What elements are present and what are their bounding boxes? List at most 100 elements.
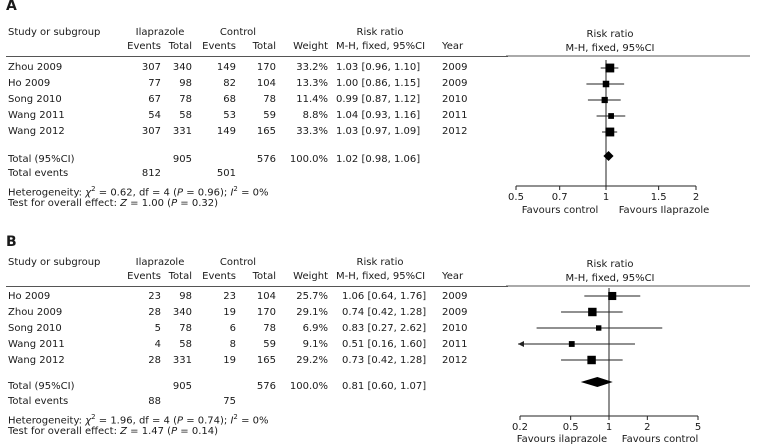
rr-ci: 0.83 [0.27, 2.62]: [342, 323, 427, 334]
events2: 149: [216, 62, 236, 73]
pooled-rr-ci: 0.81 [0.60, 1.07]: [342, 381, 427, 392]
total1: 58: [179, 339, 192, 350]
weight: 29.1%: [296, 307, 328, 318]
favours-right: Favours control: [622, 434, 699, 445]
events2: 23: [223, 291, 236, 302]
events2: 8: [229, 339, 236, 350]
events1: 67: [148, 94, 161, 105]
weight: 11.4%: [296, 94, 328, 105]
method-header: M-H, fixed, 95%CI: [336, 271, 426, 282]
plot-method: M-H, fixed, 95%CI: [565, 43, 654, 54]
study-name: Ho 2009: [8, 291, 51, 302]
x-axis: 0.5 0.7 1 1.5 2: [508, 185, 699, 203]
total1-header: Total: [168, 271, 192, 282]
total2: 165: [256, 126, 276, 137]
study-square: [608, 113, 614, 119]
year: 2010: [442, 94, 468, 105]
total-weight: 100.0%: [289, 154, 328, 165]
study-square: [588, 307, 597, 317]
total-label: Total (95%CI): [8, 154, 75, 165]
rr-ci: 0.74 [0.42, 1.28]: [342, 307, 427, 318]
events1-header: Events: [127, 271, 161, 282]
events2: 149: [216, 126, 236, 137]
tick-label: 0.7: [552, 192, 568, 203]
total2-header: Total: [252, 271, 276, 282]
x-axis: 0.2 0.5 1 2 5: [512, 415, 701, 433]
total1: 340: [172, 307, 192, 318]
study-square: [596, 325, 602, 331]
tick-label: 5: [695, 422, 701, 433]
year-header: Year: [442, 271, 464, 282]
events1: 5: [154, 323, 161, 334]
study-name: Song 2010: [8, 323, 62, 334]
study-square: [605, 127, 615, 137]
rr-ci: 1.00 [0.86, 1.15]: [336, 78, 421, 89]
events2: 68: [223, 94, 236, 105]
tick-label: 0.5: [508, 192, 524, 203]
study-square: [568, 341, 575, 347]
header-divider: [6, 56, 508, 57]
tick-label: 2: [644, 422, 650, 433]
plot-marks: [586, 60, 626, 186]
study-square: [602, 80, 610, 88]
total2: 78: [263, 94, 276, 105]
group2-header: Control: [219, 257, 257, 268]
weight: 9.1%: [302, 339, 328, 350]
year: 2009: [442, 291, 468, 302]
study-name: Song 2010: [8, 94, 62, 105]
panel-letter: A: [6, 0, 17, 14]
rr-ci: 0.51 [0.16, 1.60]: [342, 339, 427, 350]
events2: 53: [223, 110, 236, 121]
events1-sum: 812: [141, 168, 161, 179]
rr-header: Risk ratio: [356, 257, 404, 268]
total1-header: Total: [168, 41, 192, 52]
weight: 25.7%: [296, 291, 328, 302]
study-square: [587, 355, 596, 365]
heterogeneity-text: Heterogeneity: χ2 = 1.96, df = 4 (P = 0.…: [8, 413, 269, 427]
plot-title: Risk ratio: [587, 259, 634, 270]
study-name: Wang 2011: [8, 110, 65, 121]
total2: 59: [263, 339, 276, 350]
forest-plot-b: Risk ratio M-H, fixed, 95%CI 0.2 0.5 1 2 5 F…: [506, 259, 750, 445]
tick-label: 1.5: [651, 192, 667, 203]
total1: 78: [179, 323, 192, 334]
group1-header: Ilaprazole: [135, 27, 185, 38]
weight: 33.2%: [296, 62, 328, 73]
events2-sum: 75: [223, 396, 236, 407]
study-name: Wang 2012: [8, 126, 65, 137]
total1: 340: [172, 62, 192, 73]
rr-ci: 1.03 [0.97, 1.09]: [336, 126, 421, 137]
pooled-rr-ci: 1.02 [0.98, 1.06]: [336, 154, 421, 165]
events1: 28: [148, 355, 161, 366]
favours-left: Favours control: [522, 205, 599, 216]
total1-sum: 905: [172, 154, 192, 165]
total2-header: Total: [252, 41, 276, 52]
total2: 170: [256, 62, 276, 73]
weight-header: Weight: [293, 271, 328, 282]
overall-effect-text: Test for overall effect: Z = 1.00 (P = 0…: [8, 198, 219, 209]
events1: 307: [141, 62, 161, 73]
forest-panel-a: A Study or subgroup Ilaprazole Control R…: [6, 0, 750, 216]
rr-ci: 0.73 [0.42, 1.28]: [342, 355, 427, 366]
study-square: [601, 96, 608, 104]
events1: 307: [141, 126, 161, 137]
rr-ci: 1.04 [0.93, 1.16]: [336, 110, 421, 121]
total2: 78: [263, 323, 276, 334]
events1: 54: [148, 110, 161, 121]
year: 2012: [442, 355, 468, 366]
total1: 331: [172, 355, 192, 366]
study-name: Ho 2009: [8, 78, 51, 89]
rr-ci: 1.03 [0.96, 1.10]: [336, 62, 421, 73]
events1-header: Events: [127, 41, 161, 52]
study-header: Study or subgroup: [8, 27, 101, 38]
favours-right: Favours Ilaprazole: [619, 205, 710, 216]
tick-label: 1: [606, 422, 612, 433]
weight-header: Weight: [293, 41, 328, 52]
tick-label: 0.5: [563, 422, 579, 433]
forest-plot-a: Risk ratio M-H, fixed, 95%CI 0.5 0.7 1 1.5 2…: [506, 29, 750, 216]
study-header: Study or subgroup: [8, 257, 101, 268]
year: 2011: [442, 110, 468, 121]
tick-label: 1: [603, 192, 609, 203]
events2-sum: 501: [216, 168, 236, 179]
events2: 6: [229, 323, 236, 334]
